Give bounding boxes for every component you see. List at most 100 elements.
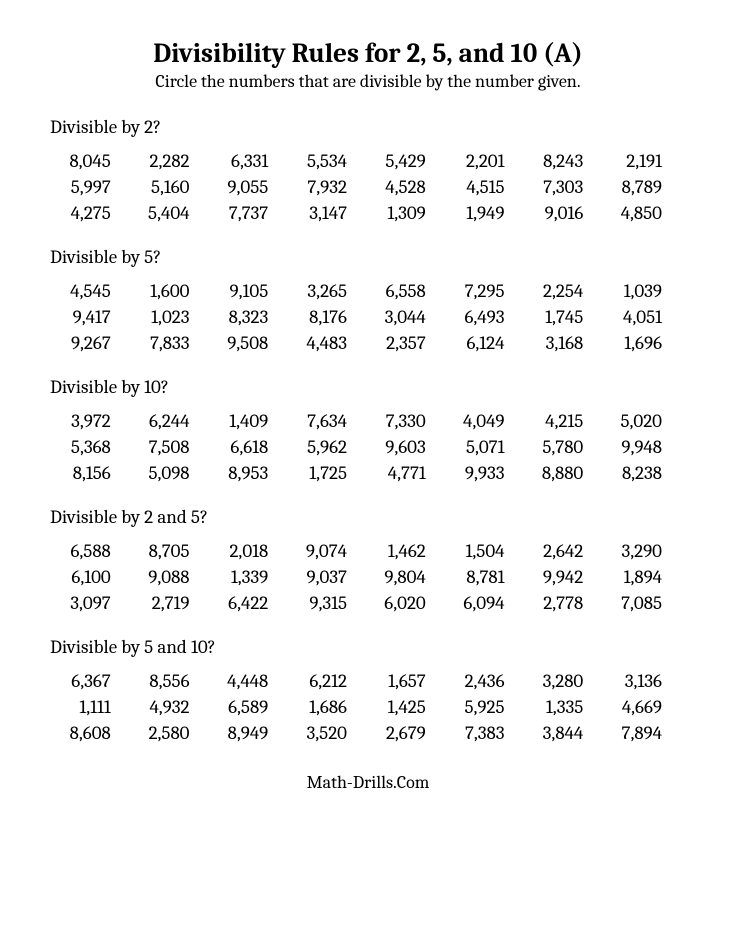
number-cell: 6,094 — [450, 592, 529, 614]
section: Divisible by 5? 4,5451,6009,1053,2656,558… — [50, 246, 686, 354]
number-cell: 2,201 — [450, 150, 529, 172]
number-cell: 6,100 — [56, 566, 135, 588]
number-cell: 7,383 — [450, 722, 529, 744]
number-cell: 8,238 — [607, 462, 686, 484]
number-cell: 7,894 — [607, 722, 686, 744]
number-cell: 2,254 — [529, 280, 608, 302]
number-cell: 5,404 — [135, 202, 214, 224]
number-cell: 9,055 — [214, 176, 293, 198]
number-cell: 3,136 — [607, 670, 686, 692]
number-cell: 6,588 — [56, 540, 135, 562]
number-cell: 2,580 — [135, 722, 214, 744]
number-grid: 3,9726,2441,4097,6347,3304,0494,2155,020… — [50, 410, 686, 484]
number-cell: 8,949 — [214, 722, 293, 744]
number-cell: 8,243 — [529, 150, 608, 172]
number-cell: 5,429 — [371, 150, 450, 172]
number-cell: 7,833 — [135, 332, 214, 354]
number-cell: 6,244 — [135, 410, 214, 432]
number-cell: 1,894 — [607, 566, 686, 588]
number-grid: 8,0452,2826,3315,5345,4292,2018,2432,191… — [50, 150, 686, 224]
number-cell: 9,948 — [607, 436, 686, 458]
number-cell: 6,422 — [214, 592, 293, 614]
page-subtitle: Circle the numbers that are divisible by… — [50, 71, 686, 92]
number-cell: 2,357 — [371, 332, 450, 354]
number-cell: 3,290 — [607, 540, 686, 562]
number-cell: 9,508 — [214, 332, 293, 354]
number-cell: 4,528 — [371, 176, 450, 198]
number-cell: 4,051 — [607, 306, 686, 328]
number-cell: 1,657 — [371, 670, 450, 692]
number-cell: 9,603 — [371, 436, 450, 458]
number-cell: 3,844 — [529, 722, 608, 744]
section-label: Divisible by 5? — [50, 246, 686, 268]
page-title: Divisibility Rules for 2, 5, and 10 (A) — [50, 38, 686, 69]
number-cell: 3,168 — [529, 332, 608, 354]
number-cell: 8,608 — [56, 722, 135, 744]
number-cell: 6,124 — [450, 332, 529, 354]
section: Divisible by 5 and 10? 6,3678,5564,4486,2… — [50, 636, 686, 744]
number-cell: 4,215 — [529, 410, 608, 432]
number-cell: 5,368 — [56, 436, 135, 458]
number-cell: 3,265 — [292, 280, 371, 302]
number-cell: 6,558 — [371, 280, 450, 302]
number-cell: 1,309 — [371, 202, 450, 224]
number-grid: 4,5451,6009,1053,2656,5587,2952,2541,039… — [50, 280, 686, 354]
number-cell: 1,023 — [135, 306, 214, 328]
number-cell: 3,147 — [292, 202, 371, 224]
number-cell: 7,303 — [529, 176, 608, 198]
section-label: Divisible by 5 and 10? — [50, 636, 686, 658]
number-cell: 1,335 — [529, 696, 608, 718]
number-cell: 8,880 — [529, 462, 608, 484]
number-cell: 9,933 — [450, 462, 529, 484]
number-cell: 9,105 — [214, 280, 293, 302]
number-cell: 3,972 — [56, 410, 135, 432]
number-cell: 2,778 — [529, 592, 608, 614]
number-cell: 6,367 — [56, 670, 135, 692]
number-cell: 8,556 — [135, 670, 214, 692]
number-cell: 8,323 — [214, 306, 293, 328]
number-cell: 4,515 — [450, 176, 529, 198]
number-cell: 2,191 — [607, 150, 686, 172]
sections-container: Divisible by 2? 8,0452,2826,3315,5345,429… — [50, 116, 686, 744]
number-cell: 9,315 — [292, 592, 371, 614]
number-cell: 9,016 — [529, 202, 608, 224]
number-cell: 2,719 — [135, 592, 214, 614]
number-cell: 5,997 — [56, 176, 135, 198]
number-cell: 1,111 — [56, 696, 135, 718]
number-cell: 2,282 — [135, 150, 214, 172]
number-cell: 4,275 — [56, 202, 135, 224]
number-cell: 6,212 — [292, 670, 371, 692]
number-cell: 3,044 — [371, 306, 450, 328]
number-cell: 7,508 — [135, 436, 214, 458]
number-cell: 1,949 — [450, 202, 529, 224]
number-cell: 7,085 — [607, 592, 686, 614]
number-cell: 8,176 — [292, 306, 371, 328]
number-cell: 4,545 — [56, 280, 135, 302]
number-cell: 7,295 — [450, 280, 529, 302]
number-cell: 9,417 — [56, 306, 135, 328]
number-cell: 5,925 — [450, 696, 529, 718]
number-cell: 5,780 — [529, 436, 608, 458]
number-cell: 7,634 — [292, 410, 371, 432]
number-cell: 2,642 — [529, 540, 608, 562]
number-cell: 1,696 — [607, 332, 686, 354]
number-cell: 6,020 — [371, 592, 450, 614]
number-cell: 1,725 — [292, 462, 371, 484]
section: Divisible by 2? 8,0452,2826,3315,5345,429… — [50, 116, 686, 224]
number-cell: 7,932 — [292, 176, 371, 198]
number-cell: 1,339 — [214, 566, 293, 588]
number-grid: 6,3678,5564,4486,2121,6572,4363,2803,136… — [50, 670, 686, 744]
number-cell: 1,409 — [214, 410, 293, 432]
number-cell: 2,018 — [214, 540, 293, 562]
number-cell: 5,020 — [607, 410, 686, 432]
number-cell: 1,462 — [371, 540, 450, 562]
number-cell: 8,789 — [607, 176, 686, 198]
number-grid: 6,5888,7052,0189,0741,4621,5042,6423,290… — [50, 540, 686, 614]
number-cell: 1,745 — [529, 306, 608, 328]
number-cell: 2,679 — [371, 722, 450, 744]
section-label: Divisible by 10? — [50, 376, 686, 398]
section: Divisible by 10? 3,9726,2441,4097,6347,33… — [50, 376, 686, 484]
section-label: Divisible by 2? — [50, 116, 686, 138]
number-cell: 6,331 — [214, 150, 293, 172]
number-cell: 7,737 — [214, 202, 293, 224]
